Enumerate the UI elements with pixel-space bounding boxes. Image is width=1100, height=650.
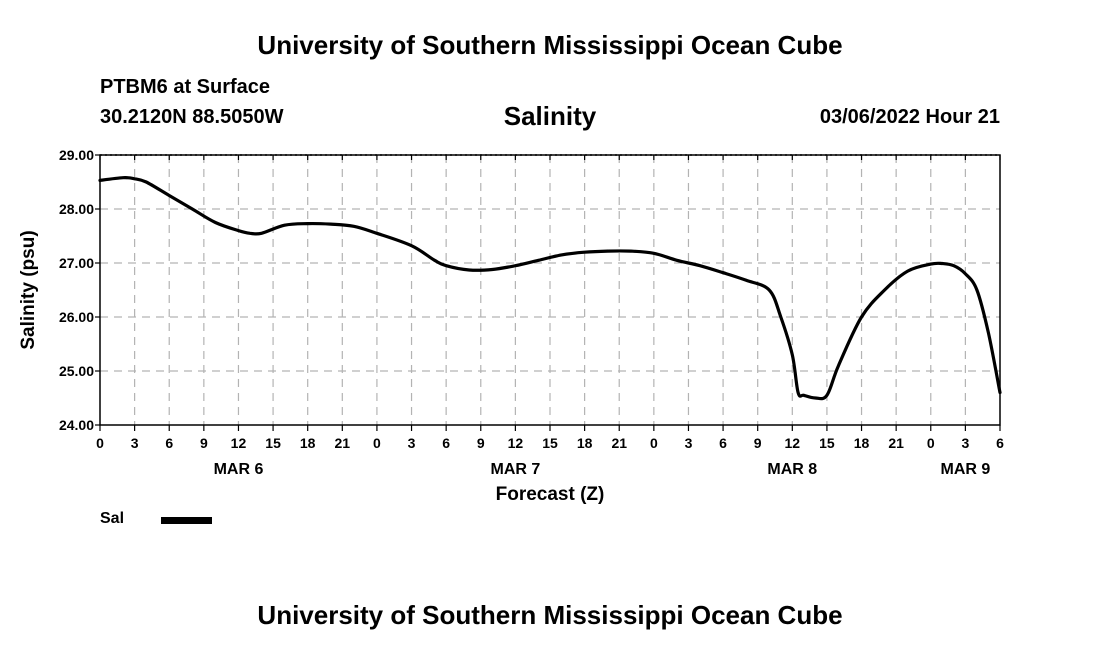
chart-title: Salinity bbox=[503, 101, 597, 131]
x-tick-labels: 0 3 6 9 12 15 18 21 0 3 6 9 12 15 18 21 0 3 6 9 12 15 18 21 0 3 6 bbox=[96, 435, 1004, 451]
axis-ticks bbox=[95, 154, 1001, 431]
x-tick-label: 0 bbox=[373, 435, 381, 451]
x-tick-label: 3 bbox=[685, 435, 693, 451]
x-tick-label: 15 bbox=[542, 435, 558, 451]
x-tick-label: 12 bbox=[785, 435, 801, 451]
station-label: PTBM6 at Surface bbox=[100, 76, 271, 98]
y-axis-label: Salinity (psu) bbox=[18, 230, 39, 349]
x-tick-label: 21 bbox=[335, 435, 351, 451]
day-label: MAR 9 bbox=[940, 461, 990, 478]
day-labels: MAR 6 MAR 7 MAR 8 MAR 9 bbox=[214, 461, 991, 478]
y-tick-label: 26.00 bbox=[59, 309, 94, 325]
x-tick-label: 21 bbox=[888, 435, 904, 451]
coordinates-label: 30.2120N 88.5050W bbox=[100, 106, 284, 128]
x-tick-label: 15 bbox=[819, 435, 835, 451]
x-tick-label: 21 bbox=[611, 435, 627, 451]
title-top: University of Southern Mississippi Ocean… bbox=[257, 30, 843, 60]
x-tick-label: 18 bbox=[854, 435, 870, 451]
day-label: MAR 7 bbox=[490, 461, 540, 478]
x-tick-label: 6 bbox=[165, 435, 173, 451]
series-line-sal bbox=[98, 176, 1002, 401]
day-label: MAR 6 bbox=[214, 461, 264, 478]
x-tick-label: 0 bbox=[650, 435, 658, 451]
x-tick-label: 3 bbox=[408, 435, 416, 451]
x-tick-label: 9 bbox=[477, 435, 485, 451]
x-tick-label: 18 bbox=[300, 435, 316, 451]
x-tick-label: 6 bbox=[442, 435, 450, 451]
day-label: MAR 8 bbox=[767, 461, 817, 478]
x-tick-label: 12 bbox=[508, 435, 524, 451]
y-tick-label: 29.00 bbox=[59, 147, 94, 163]
title-bottom: University of Southern Mississippi Ocean… bbox=[257, 600, 843, 630]
datetime-label: 03/06/2022 Hour 21 bbox=[819, 106, 1000, 128]
y-tick-label: 25.00 bbox=[59, 363, 94, 379]
y-tick-labels: 24.00 25.00 26.00 27.00 28.00 29.00 bbox=[59, 147, 94, 433]
x-tick-label: 9 bbox=[200, 435, 208, 451]
x-tick-label: 18 bbox=[577, 435, 593, 451]
x-tick-label: 3 bbox=[131, 435, 139, 451]
x-tick-label: 3 bbox=[961, 435, 969, 451]
x-tick-label: 15 bbox=[265, 435, 281, 451]
legend-swatch bbox=[161, 517, 212, 524]
grid-lines bbox=[100, 154, 1000, 425]
x-tick-label: 6 bbox=[719, 435, 727, 451]
x-tick-label: 0 bbox=[96, 435, 104, 451]
x-tick-label: 9 bbox=[754, 435, 762, 451]
series-lines bbox=[98, 176, 1002, 401]
x-axis-label: Forecast (Z) bbox=[496, 484, 605, 505]
x-tick-label: 0 bbox=[927, 435, 935, 451]
y-tick-label: 28.00 bbox=[59, 201, 94, 217]
x-tick-label: 6 bbox=[996, 435, 1004, 451]
y-tick-label: 24.00 bbox=[59, 417, 94, 433]
legend-label: Sal bbox=[100, 510, 125, 527]
x-tick-label: 12 bbox=[231, 435, 247, 451]
y-tick-label: 27.00 bbox=[59, 255, 94, 271]
